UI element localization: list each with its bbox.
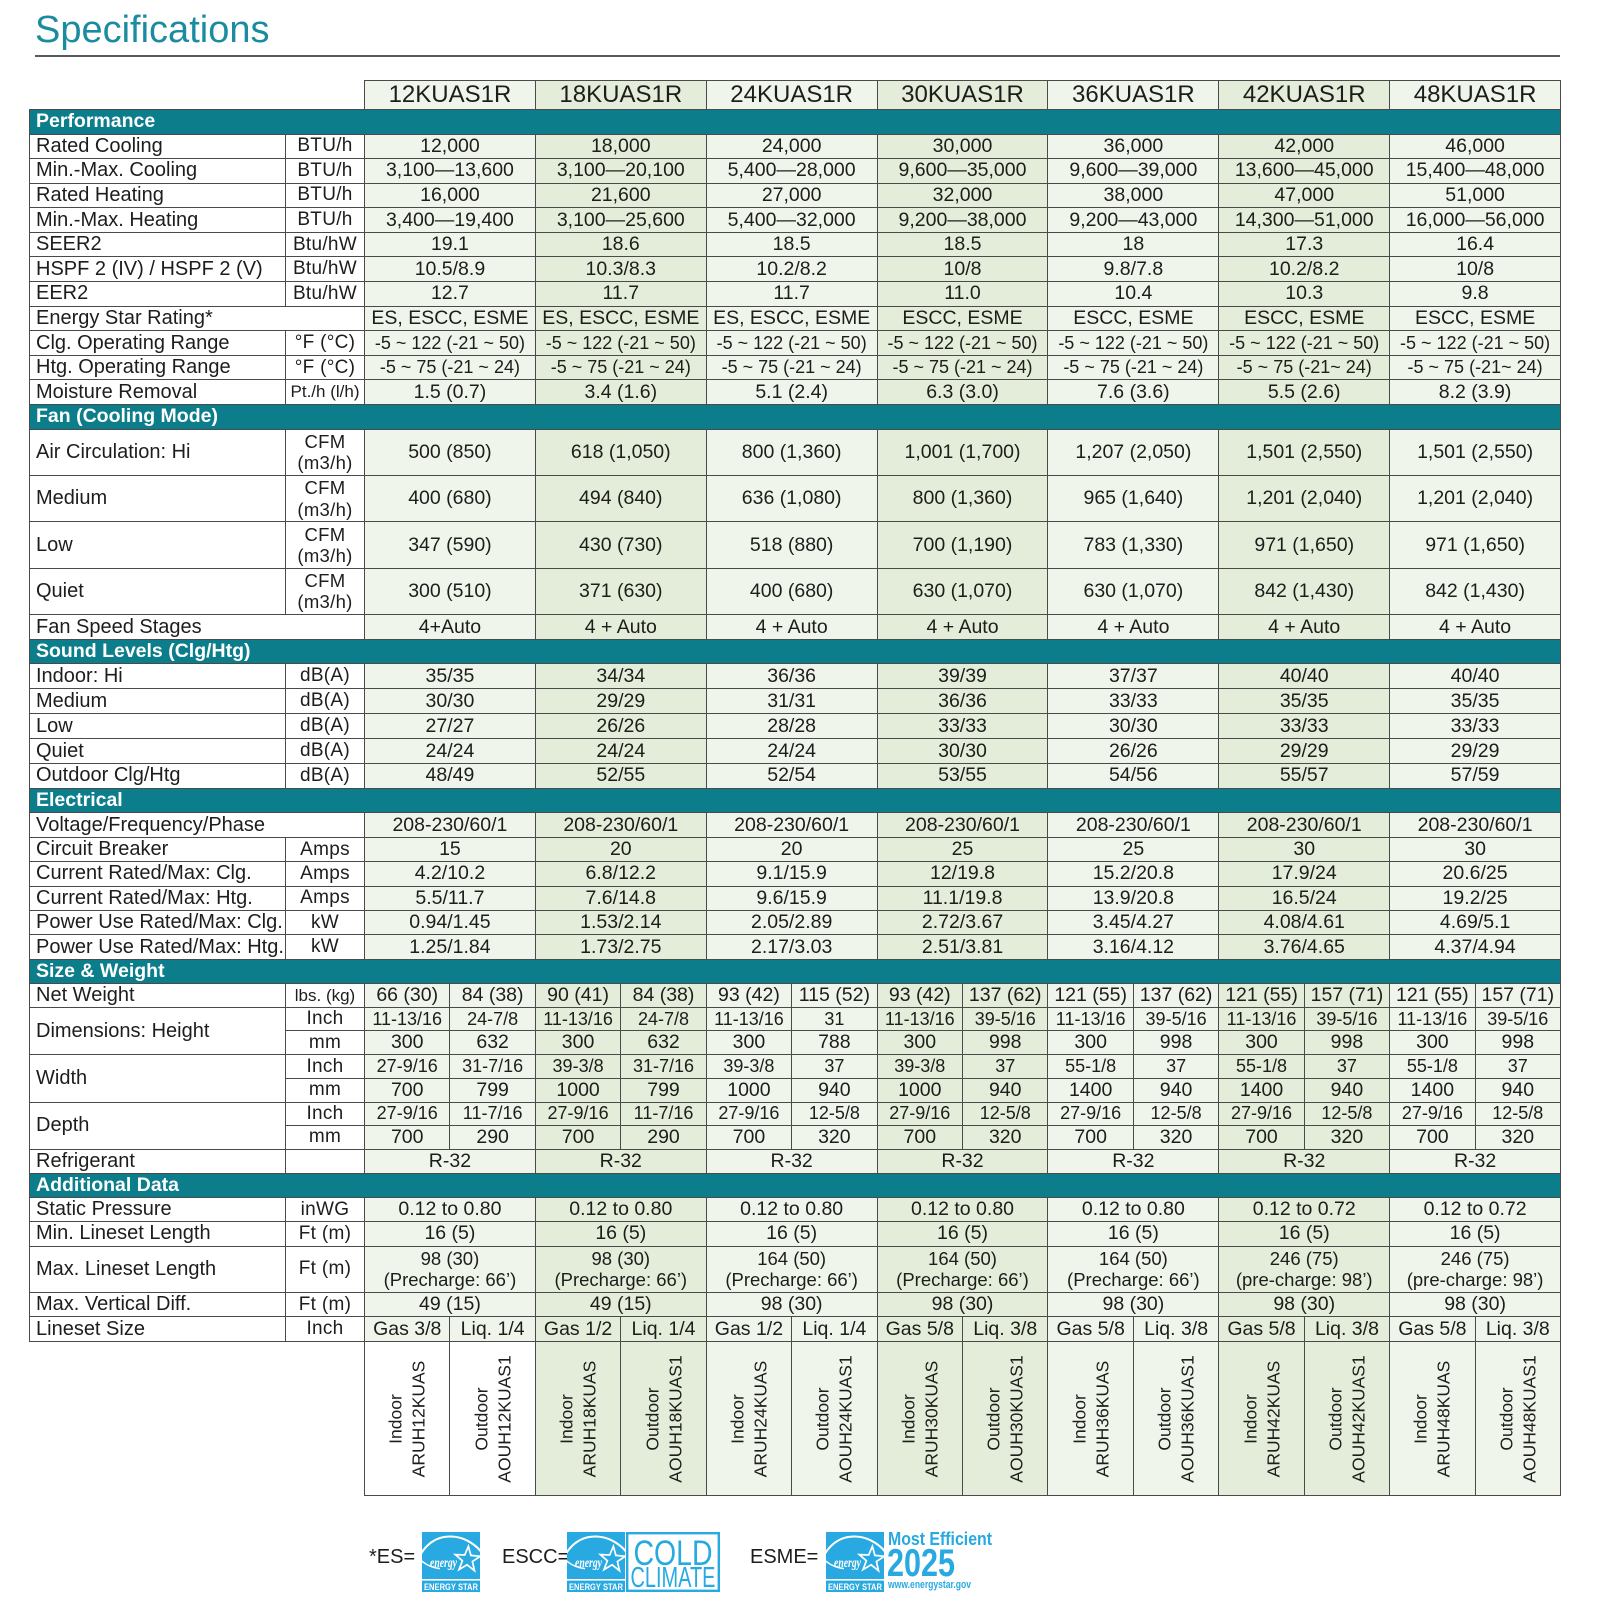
svg-text:www.energystar.gov: www.energystar.gov: [887, 1579, 971, 1591]
svg-text:Most Efficient: Most Efficient: [888, 1529, 992, 1549]
svg-text:ENERGY STAR: ENERGY STAR: [569, 1582, 623, 1592]
svg-text:energy: energy: [834, 1556, 862, 1571]
svg-text:ENERGY STAR: ENERGY STAR: [424, 1582, 478, 1592]
svg-text:energy: energy: [430, 1556, 458, 1571]
svg-text:CLIMATE: CLIMATE: [631, 1562, 716, 1592]
svg-text:2025: 2025: [887, 1542, 955, 1585]
svg-text:energy: energy: [575, 1556, 603, 1571]
svg-text:COLD: COLD: [634, 1534, 713, 1573]
svg-text:ENERGY STAR: ENERGY STAR: [828, 1582, 882, 1592]
